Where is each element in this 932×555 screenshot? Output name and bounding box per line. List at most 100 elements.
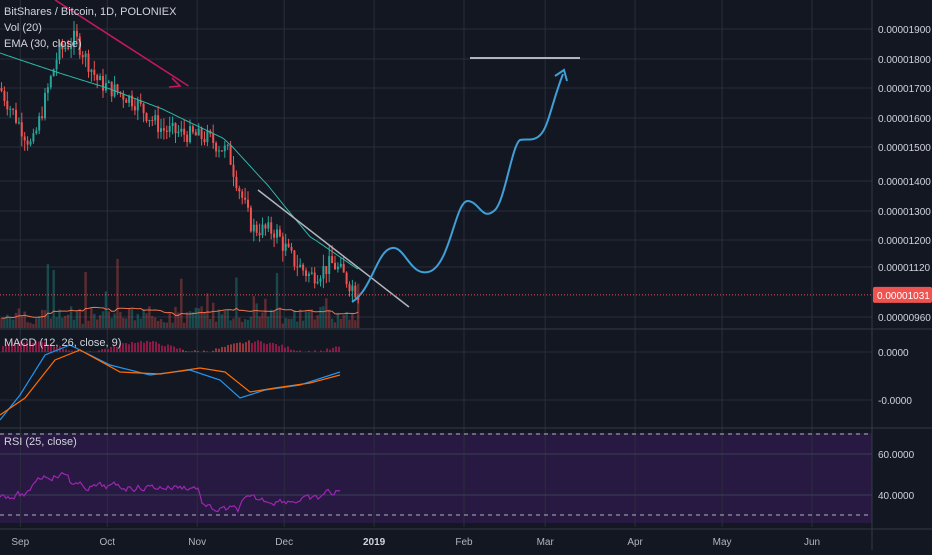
volume-bar <box>224 311 226 328</box>
candle-body <box>137 100 139 110</box>
volume-bar <box>337 313 339 328</box>
candle-body <box>288 244 290 247</box>
candle-body <box>349 284 351 291</box>
volume-bar <box>119 312 121 328</box>
volume-bar <box>12 319 14 328</box>
candle-body <box>325 266 327 274</box>
macd-histogram-bar <box>338 347 340 352</box>
macd-axis-label: -0.0000 <box>878 396 912 407</box>
candle-body <box>6 101 8 109</box>
macd-histogram-bar <box>146 341 148 352</box>
volume-bar <box>90 307 92 328</box>
macd-histogram-bar <box>161 345 163 352</box>
volume-bar <box>151 316 153 328</box>
macd-histogram-bar <box>278 346 280 352</box>
ema-indicator-label: EMA (30, close) <box>4 36 176 52</box>
volume-indicator-label: Vol (20) <box>4 20 176 36</box>
volume-bar <box>299 310 301 328</box>
macd-histogram-bar <box>254 342 256 352</box>
volume-bar <box>166 323 168 328</box>
volume-bar <box>154 318 156 328</box>
volume-bar <box>32 324 34 328</box>
macd-histogram-bar <box>173 346 175 352</box>
macd-histogram-bar <box>152 341 154 352</box>
candle-body <box>30 141 32 144</box>
volume-bar <box>125 318 127 328</box>
volume-bar <box>18 308 20 328</box>
volume-bar <box>44 310 46 328</box>
macd-histogram-bar <box>176 349 178 352</box>
volume-bar <box>3 318 5 328</box>
volume-bar <box>282 324 284 328</box>
volume-bar <box>35 318 37 328</box>
candle-body <box>270 222 272 233</box>
candle-body <box>24 136 26 140</box>
candle-body <box>44 93 46 118</box>
price-axis-label: 0.00001900 <box>878 25 931 36</box>
macd-histogram-bar <box>167 345 169 352</box>
macd-histogram-bar <box>143 343 145 352</box>
candle-body <box>322 266 324 279</box>
candle-body <box>314 273 316 284</box>
macd-histogram-bar <box>326 348 328 352</box>
volume-bar <box>270 310 272 328</box>
volume-bar <box>279 307 281 328</box>
macd-histogram-bar <box>245 342 247 352</box>
candle-body <box>38 116 40 130</box>
macd-histogram-bar <box>320 350 322 352</box>
candle-body <box>296 266 298 267</box>
candle-body <box>166 131 168 132</box>
price-axis-label: 0.00000960 <box>878 313 931 324</box>
macd-histogram-bar <box>266 344 268 352</box>
volume-bar <box>140 319 142 328</box>
price-axis-label: 0.00001400 <box>878 177 931 188</box>
macd-histogram-bar <box>314 350 316 352</box>
candle-body <box>247 200 249 208</box>
macd-histogram-bar <box>194 350 196 352</box>
price-axis-label: 0.00001120 <box>878 263 931 274</box>
volume-bar <box>345 312 347 328</box>
volume-bar <box>273 311 275 328</box>
candle-body <box>21 122 23 136</box>
price-axis-label: 0.00001500 <box>878 143 931 154</box>
volume-bar <box>198 308 200 328</box>
volume-bar <box>247 320 249 328</box>
macd-histogram-bar <box>158 344 160 352</box>
time-axis-label: 2019 <box>363 537 386 548</box>
macd-histogram-bar <box>290 350 292 352</box>
volume-bar <box>73 320 75 328</box>
volume-bar <box>145 313 147 328</box>
volume-bar <box>340 319 342 328</box>
candle-body <box>12 109 14 110</box>
volume-bar <box>50 319 52 328</box>
macd-histogram-bar <box>287 346 289 352</box>
candle-body <box>146 113 148 121</box>
volume-bar <box>47 264 49 328</box>
candle-body <box>259 233 261 235</box>
volume-bar <box>334 322 336 328</box>
volume-bar <box>38 316 40 328</box>
volume-bar <box>15 313 17 328</box>
candle-body <box>186 135 188 142</box>
candle-body <box>32 133 34 141</box>
volume-bar <box>53 270 55 328</box>
candle-body <box>15 110 17 123</box>
volume-bar <box>250 317 252 328</box>
macd-histogram-bar <box>263 343 265 352</box>
candle-body <box>177 132 179 133</box>
volume-bar <box>235 278 237 328</box>
volume-bar <box>290 319 292 328</box>
volume-bar <box>285 318 287 328</box>
macd-histogram-bar <box>329 350 331 352</box>
macd-histogram-bar <box>308 351 310 352</box>
volume-bar <box>116 259 118 328</box>
macd-histogram-bar <box>140 341 142 352</box>
volume-bar <box>122 318 124 328</box>
volume-bar <box>186 312 188 328</box>
candle-body <box>189 126 191 142</box>
volume-bar <box>84 272 86 328</box>
macd-histogram-bar <box>89 351 91 352</box>
candle-body <box>27 141 29 145</box>
